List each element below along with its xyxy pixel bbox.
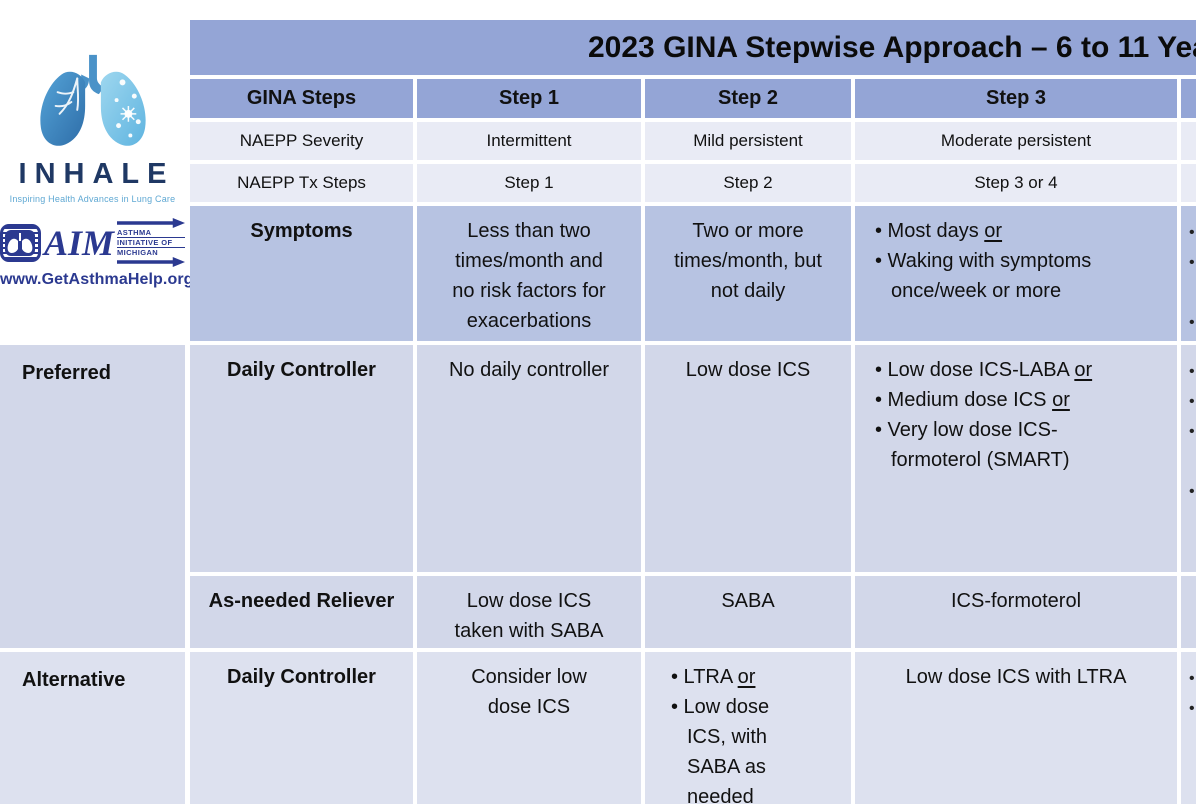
aim-arrow-bottom-icon xyxy=(116,257,185,267)
symptoms-label: Symptoms xyxy=(190,206,413,341)
naepp-severity-step1: Intermittent xyxy=(417,122,641,160)
aim-org-line1: Asthma xyxy=(116,228,185,238)
symptoms-step1: Less than two times/month and no risk fa… xyxy=(417,206,641,341)
bullet-item: • Low dose ICS, with SABA as needed xyxy=(671,696,770,804)
sidebar: INHALE Inspiring Health Advances in Lung… xyxy=(0,0,194,804)
aim-lungs-icon xyxy=(0,223,41,262)
inhale-wordmark: INHALE xyxy=(18,158,175,190)
bullet-item: • LTRA or xyxy=(671,666,756,688)
col-header-step3: Step 3 xyxy=(855,79,1177,118)
symptoms-step4-partial: • • • xyxy=(1181,206,1196,341)
naepp-tx-step3: Step 3 or 4 xyxy=(855,164,1177,202)
daily-controller-label: Daily Controller xyxy=(190,345,413,572)
naepp-severity-step4-partial xyxy=(1181,122,1196,160)
naepp-tx-step1: Step 1 xyxy=(417,164,641,202)
col-header-step4-partial xyxy=(1181,79,1196,118)
daily-controller-step4-partial: • • • • xyxy=(1181,345,1196,572)
symptoms-step2: Two or more times/month, but not daily xyxy=(645,206,851,341)
aim-acronym: AIM xyxy=(43,222,114,263)
aim-logo: AIM Asthma Initiative of Michigan xyxy=(0,218,185,267)
naepp-tx-step2: Step 2 xyxy=(645,164,851,202)
row-group-preferred: Preferred xyxy=(0,345,185,648)
naepp-severity-step2: Mild persistent xyxy=(645,122,851,160)
gina-stepwise-table: 2023 GINA Stepwise Approach – 6 to 11 Ye… xyxy=(190,20,1196,804)
bullet-item: • Waking with symptoms once/week or more xyxy=(875,250,1092,302)
symptoms-step3: • Most days or • Waking with symptoms onc… xyxy=(855,206,1177,341)
bullet-item: • Very low dose ICS-formoterol (SMART) xyxy=(875,419,1070,471)
reliever-step4-partial xyxy=(1181,576,1196,648)
aim-org-line2: Initiative of xyxy=(116,238,185,248)
naepp-tx-label: NAEPP Tx Steps xyxy=(190,164,413,202)
bullet-item: • Medium dose ICS or xyxy=(875,389,1070,411)
slide-title: 2023 GINA Stepwise Approach – 6 to 11 Ye… xyxy=(190,20,1196,75)
reliever-step3: ICS-formoterol xyxy=(855,576,1177,648)
aim-org-line3: Michigan xyxy=(116,248,159,257)
naepp-tx-step4-partial xyxy=(1181,164,1196,202)
alt-controller-step2: • LTRA or • Low dose ICS, with SABA as ne… xyxy=(645,652,851,804)
alt-controller-step1: Consider low dose ICS xyxy=(417,652,641,804)
col-header-gina-steps: GINA Steps xyxy=(190,79,413,118)
reliever-label: As-needed Reliever xyxy=(190,576,413,648)
daily-controller-step1: No daily controller xyxy=(417,345,641,572)
bullet-item: • Low dose ICS-LABA or xyxy=(875,359,1093,381)
inhale-logo: INHALE Inspiring Health Advances in Lung… xyxy=(0,30,194,289)
reliever-step1: Low dose ICS taken with SABA xyxy=(417,576,641,648)
daily-controller-step2: Low dose ICS xyxy=(645,345,851,572)
daily-controller-step3: • Low dose ICS-LABA or • Medium dose ICS … xyxy=(855,345,1177,572)
col-header-step1: Step 1 xyxy=(417,79,641,118)
reliever-step2: SABA xyxy=(645,576,851,648)
alt-controller-step3: Low dose ICS with LTRA xyxy=(855,652,1177,804)
row-group-alternative: Alternative xyxy=(0,652,185,804)
lungs-icon xyxy=(39,54,146,146)
bullet-item: • Most days or xyxy=(875,220,1003,242)
col-header-step2: Step 2 xyxy=(645,79,851,118)
aim-arrow-top-icon xyxy=(116,218,185,228)
naepp-severity-step3: Moderate persistent xyxy=(855,122,1177,160)
naepp-severity-label: NAEPP Severity xyxy=(190,122,413,160)
aim-website-link[interactable]: www.GetAsthmaHelp.org xyxy=(0,271,194,288)
alt-controller-label: Daily Controller xyxy=(190,652,413,804)
alt-controller-step4-partial: • • xyxy=(1181,652,1196,804)
inhale-tagline: Inspiring Health Advances in Lung Care xyxy=(9,194,176,204)
